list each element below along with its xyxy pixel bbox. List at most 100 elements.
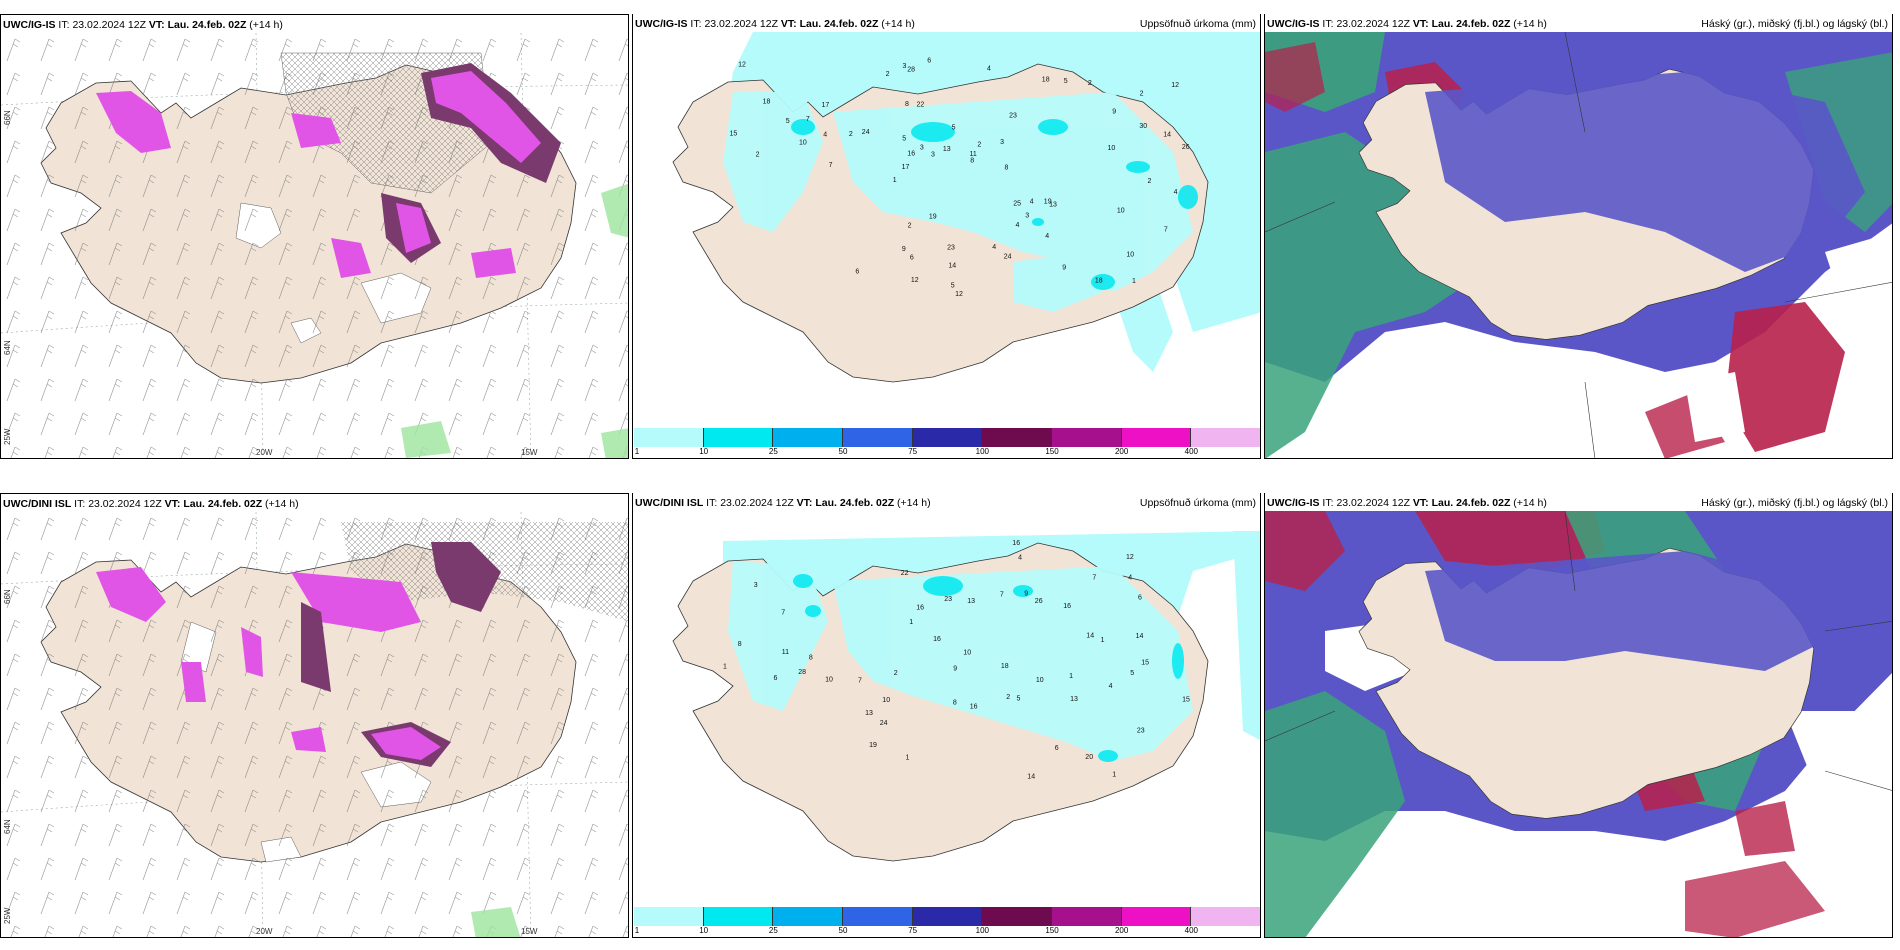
precip-value-label: 15 [1141,659,1149,666]
precip-value-label: 23 [1137,728,1145,735]
colorbar-segment [1121,907,1192,926]
colorbar-label: 150 [1045,926,1059,935]
precip-value-label: 12 [738,61,746,68]
precip-value-label: 1 [723,663,727,670]
precip-value-label: 12 [1171,82,1179,89]
precip-value-label: 16 [970,703,978,710]
precip-value-label: 6 [927,58,931,65]
lat-label-64: 64N [3,340,12,355]
precip-value-label: 10 [882,697,890,704]
wind-map [1,512,628,937]
panel-header: UWC/IG-IS IT: 23.02.2024 12Z VT: Lau. 24… [1267,497,1547,509]
precip-value-label: 1 [893,177,897,184]
precip-value-label: 3 [903,63,907,70]
precip-value-label: 14 [1027,774,1035,781]
lat-label-66: 66N [3,589,12,604]
colorbar-label: 100 [975,926,990,935]
precip-value-label: 4 [987,66,991,73]
precip-value-label: 2 [849,131,853,138]
panel-title: Háský (gr.), miðský (fj.bl.) og lágský (… [1701,18,1888,30]
precip-value-label: 5 [1130,670,1134,677]
precip-value-label: 13 [1070,696,1078,703]
precip-value-label: 22 [917,102,925,109]
panel-title: Háský (gr.), miðský (fj.bl.) og lágský (… [1701,497,1888,509]
precip-value-label: 3 [1025,213,1029,220]
colorbar-label: 50 [838,926,848,935]
colorbar [634,428,1260,447]
colorbar-label: 75 [908,926,918,935]
panel-header: UWC/IG-IS IT: 23.02.2024 12Z VT: Lau. 24… [1267,18,1547,30]
colorbar-label: 400 [1184,447,1199,456]
precip-value-label: 24 [1004,254,1012,261]
colorbar-label: 1 [634,926,640,935]
precip-value-label: 12 [1126,554,1134,561]
precip-value-label: 7 [1000,592,1004,599]
precip-value-label: 8 [953,700,957,707]
precip-value-label: 13 [1049,202,1057,209]
precip-value-label: 15 [730,130,738,137]
precip-value-label: 14 [1136,633,1144,640]
precip-value-label: 4 [992,244,996,251]
precip-value-label: 13 [865,710,873,717]
precip-value-label: 30 [1139,123,1147,130]
precip-value-label: 5 [786,118,790,125]
precip-value-label: 1 [1069,673,1073,680]
colorbar-segment [912,907,983,926]
precip-value-label: 14 [948,263,956,270]
panel-header: UWC/IG-IS IT: 23.02.2024 12Z VT: Lau. 24… [3,19,283,31]
precip-value-label: 8 [1005,165,1009,172]
lon-label-15: 15W [521,927,538,936]
precip-value-label: 9 [1112,109,1116,116]
precip-value-label: 12 [955,291,963,298]
panel-title: Uppsöfnuð úrkoma (mm) [1139,18,1256,30]
wind-panel-top: UWC/IG-IS IT: 23.02.2024 12Z VT: Lau. 24… [0,14,629,459]
precip-value-label: 5 [902,136,906,143]
precip-value-label: 7 [806,116,810,123]
precip-value-label: 12 [911,277,919,284]
precip-value-label: 8 [809,655,813,662]
precip-value-label: 5 [951,283,955,290]
panel-title: Uppsöfnuð úrkoma (mm) [1139,497,1256,509]
colorbar-label: 25 [768,447,778,456]
precip-value-label: 4 [1128,574,1132,581]
precip-value-label: 1 [1132,278,1136,285]
precip-value-label: 2 [1148,178,1152,185]
colorbar-label: 200 [1114,447,1129,456]
colorbar-segment [1191,428,1260,447]
precip-value-label: 10 [799,140,807,147]
lon-label-20: 20W [256,927,273,936]
precip-value-label: 10 [1117,208,1125,215]
precip-value-label: 7 [858,677,862,684]
precip-value-label: 5 [952,124,956,131]
precip-values: 1221238524222131828262530179161718181019… [730,58,1190,298]
colorbar-segment [842,907,913,926]
precip-value-label: 7 [829,162,833,169]
colorbar-segment [1051,428,1122,447]
precip-value-label: 17 [822,102,830,109]
precip-value-label: 13 [967,598,975,605]
precip-value-label: 19 [1044,199,1052,206]
colorbar-segment [1051,907,1122,926]
precip-value-label: 5 [1064,78,1068,85]
precip-value-label: 23 [944,596,952,603]
precip-value-label: 18 [1095,277,1103,284]
precip-value-label: 2 [756,152,760,159]
precip-value-label: 14 [1086,632,1094,639]
precip-panel-bottom: UWC/DINI ISL IT: 23.02.2024 12Z VT: Lau.… [632,493,1261,938]
cloud-panel-top: UWC/IG-IS IT: 23.02.2024 12Z VT: Lau. 24… [1264,14,1893,459]
precip-value-label: 7 [1164,227,1168,234]
precip-value-label: 24 [862,129,870,136]
panel-header: UWC/DINI ISL IT: 23.02.2024 12Z VT: Lau.… [635,497,931,509]
panel-header: UWC/IG-IS IT: 23.02.2024 12Z VT: Lau. 24… [635,18,915,30]
precip-value-label: 19 [869,742,877,749]
precip-value-label: 6 [855,268,859,275]
precip-value-label: 18 [763,99,771,106]
colorbar-label: 1 [634,447,640,456]
cloud-panel-bottom: UWC/IG-IS IT: 23.02.2024 12Z VT: Lau. 24… [1264,493,1893,938]
lat-label-25: 25W [3,428,12,445]
precip-value-label: 26 [1182,144,1190,151]
lon-label-15: 15W [521,448,538,457]
precip-value-label: 11 [970,151,977,158]
